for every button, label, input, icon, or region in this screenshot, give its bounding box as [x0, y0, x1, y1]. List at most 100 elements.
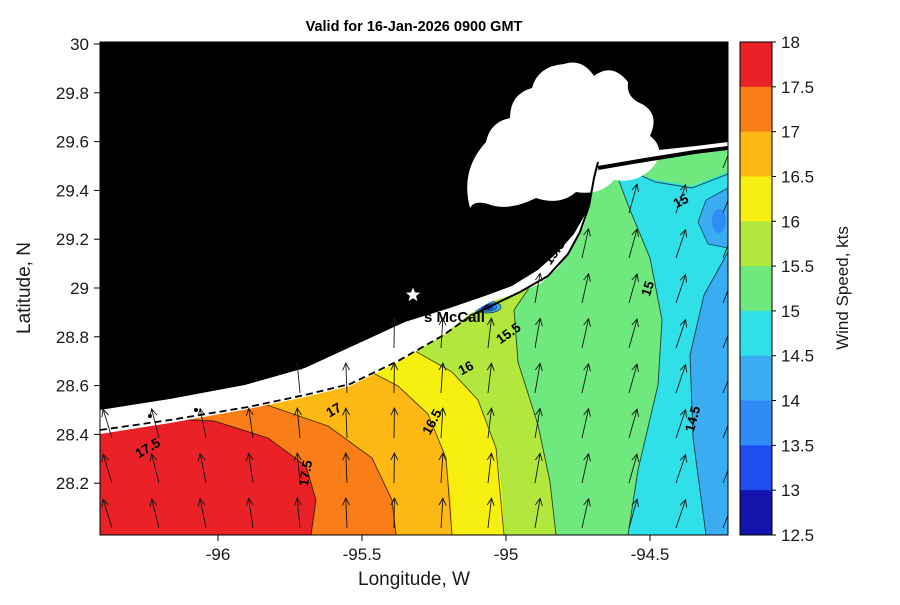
- colorbar-tick-label: 16.5: [781, 167, 814, 186]
- wind-arrow: [342, 406, 350, 439]
- wind-arrow: [722, 280, 728, 304]
- x-tick-label: -94.5: [631, 545, 670, 564]
- colorbar-tick-label: 14.5: [781, 347, 814, 366]
- wind-arrow: [293, 497, 302, 529]
- colorbar-band: [740, 176, 772, 222]
- islet: [194, 408, 198, 412]
- colorbar-band: [740, 42, 772, 88]
- wind-arrow: [675, 228, 688, 259]
- y-tick-label: 29.6: [56, 133, 89, 152]
- station-star-icon: [403, 284, 423, 304]
- colorbar-tick-label: 14: [781, 392, 800, 411]
- wind-arrow: [390, 316, 399, 349]
- wind-arrow: [534, 272, 543, 304]
- wind-arrow: [534, 497, 543, 529]
- wind-arrow: [581, 497, 591, 529]
- wind-arrow: [628, 183, 639, 214]
- wind-arrow: [675, 498, 688, 529]
- wind-arrow: [149, 452, 160, 484]
- y-tick-label: 28.4: [56, 425, 89, 444]
- wind-arrow: [390, 406, 399, 439]
- wind-arrow: [197, 497, 207, 529]
- y-tick-label: 30: [70, 35, 89, 54]
- colorbar-tick-label: 18: [781, 33, 800, 52]
- contour-label: 17: [323, 400, 344, 421]
- y-tick-label: 29: [70, 279, 89, 298]
- wind-arrow: [486, 407, 495, 439]
- wind-arrow: [675, 183, 688, 214]
- wind-arrow: [149, 497, 160, 529]
- x-axis-ticks: -96 -95.5 -95 -94.5: [206, 535, 670, 564]
- wind-arrow: [438, 407, 447, 439]
- wind-arrow: [675, 318, 688, 349]
- barrier-island-mid: [471, 161, 599, 316]
- wind-arrow: [101, 408, 113, 439]
- contour-line-15: [611, 161, 663, 535]
- bay: [467, 62, 660, 208]
- wind-arrow: [628, 408, 639, 439]
- contour-line-14.5: [689, 251, 728, 535]
- wind-arrow: [438, 452, 447, 484]
- wind-arrow: [581, 452, 591, 484]
- y-tick-label: 29.8: [56, 84, 89, 103]
- contour-band-topright-13.5-14: [712, 209, 726, 233]
- contour-line-16.5: [351, 361, 453, 535]
- wind-arrow: [722, 505, 728, 529]
- wind-arrow: [293, 362, 302, 394]
- wind-arrow: [722, 460, 728, 484]
- colorbar-tick-label: 17: [781, 123, 800, 142]
- wind-arrow: [245, 407, 254, 439]
- colorbar-tick-label: 15: [781, 302, 800, 321]
- y-axis-ticks: 30 29.8 29.6 29.4 29.2 29 28.8 28.6 28.4 28.2: [56, 35, 100, 493]
- wind-arrow: [486, 452, 495, 484]
- y-tick-label: 28.6: [56, 377, 89, 396]
- wind-arrow: [675, 453, 688, 484]
- colorbar-label: Wind Speed, kts: [833, 226, 852, 350]
- plot-title: Valid for 16-Jan-2026 0900 GMT: [306, 19, 523, 35]
- wind-arrow: [390, 361, 399, 394]
- colorbar-band: [740, 266, 772, 312]
- colorbar-band: [740, 221, 772, 267]
- wind-arrow: [293, 407, 302, 439]
- station-label: s McCall: [424, 309, 485, 326]
- colorbar-band: [740, 86, 772, 133]
- wind-arrow: [628, 318, 639, 349]
- x-axis-label: Longitude, W: [358, 569, 470, 590]
- wind-arrow: [101, 498, 113, 529]
- contour-band-17.5-18: [100, 418, 316, 535]
- wind-arrow: [628, 498, 639, 529]
- wind-arrow: [722, 145, 728, 169]
- colorbar: 18 17.5 17 16.5 16 15.5 15 14.5 14 13.5 13 12.5: [740, 33, 814, 545]
- colorbar-tick-label: 12.5: [781, 526, 814, 545]
- wind-arrow: [101, 453, 113, 484]
- x-tick-label: -95.5: [343, 545, 382, 564]
- wind-arrow: [581, 317, 591, 349]
- wind-arrow: [581, 407, 591, 439]
- y-tick-label: 29.2: [56, 230, 89, 249]
- colorbar-tick-label: 15.5: [781, 257, 814, 276]
- wind-arrow: [534, 452, 543, 484]
- wind-arrow: [722, 370, 728, 394]
- wind-arrow: [722, 415, 728, 439]
- colorbar-band: [740, 400, 772, 446]
- y-tick-label: 29.4: [56, 181, 89, 200]
- wind-arrow: [342, 496, 350, 529]
- wind-arrow: [628, 363, 639, 394]
- colorbar-frame: [739, 41, 773, 536]
- barrier-island-bolivar: [597, 146, 728, 170]
- wind-arrow: [245, 497, 254, 529]
- contour-label: 16: [456, 358, 477, 379]
- contour-lines: [100, 161, 728, 535]
- wind-arrow: [628, 453, 639, 484]
- map-area: s McCall 17.517.517 16.51615.515.5151514.…: [100, 42, 728, 535]
- wind-arrow: [581, 272, 591, 304]
- y-tick-label: 28.2: [56, 474, 89, 493]
- y-axis-label: Latitude, N: [14, 242, 35, 334]
- contour-band-right-14-14.5: [690, 252, 728, 535]
- y-tick-label: 28.8: [56, 328, 89, 347]
- wind-arrow: [149, 407, 160, 439]
- wind-arrow: [438, 497, 447, 529]
